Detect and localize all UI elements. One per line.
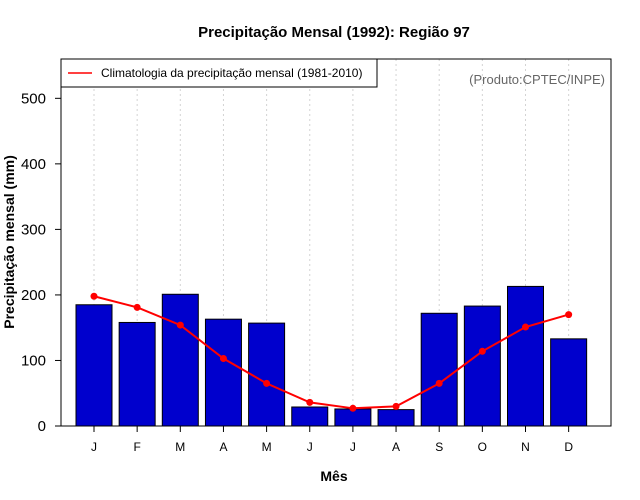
y-tick-label: 400 bbox=[21, 156, 46, 173]
x-tick-label: D bbox=[564, 440, 573, 454]
bar-11 bbox=[507, 285, 544, 427]
climatology-point-6 bbox=[306, 398, 314, 406]
climatology-point-9 bbox=[435, 379, 443, 387]
climatology-point-2 bbox=[133, 303, 141, 311]
y-tick-label: 500 bbox=[21, 90, 46, 107]
y-tick-label: 300 bbox=[21, 221, 46, 238]
climatology-point-8 bbox=[392, 402, 400, 410]
bar-12 bbox=[550, 338, 588, 427]
y-tick-label: 0 bbox=[38, 418, 46, 435]
legend-box bbox=[60, 58, 378, 88]
x-tick-label: M bbox=[175, 440, 185, 454]
climatology-point-12 bbox=[565, 311, 573, 319]
x-axis-label: Mês bbox=[320, 468, 347, 484]
bar-4 bbox=[204, 318, 242, 427]
x-tick-label: N bbox=[521, 440, 530, 454]
x-tick-label: J bbox=[350, 440, 356, 454]
climatology-point-11 bbox=[522, 323, 529, 331]
x-tick-label: S bbox=[435, 440, 443, 454]
y-tick-label: 100 bbox=[21, 352, 46, 369]
chart-title: Precipitação Mensal (1992): Região 97 bbox=[198, 24, 470, 41]
climatology-line bbox=[93, 295, 569, 410]
climatology-point-5 bbox=[263, 379, 271, 387]
x-tick-label: A bbox=[392, 440, 400, 454]
climatology-point-3 bbox=[176, 321, 184, 329]
bar-5 bbox=[248, 322, 286, 427]
x-tick-label: J bbox=[91, 440, 97, 454]
legend: Climatologia da precipitação mensal (198… bbox=[60, 58, 378, 88]
bar-series bbox=[75, 285, 588, 427]
bar-8 bbox=[377, 409, 415, 427]
x-tick-label: F bbox=[133, 440, 140, 454]
y-axis: 0 100 200 300 400 500 bbox=[21, 90, 62, 435]
x-tick-label: O bbox=[478, 440, 487, 454]
bar-9 bbox=[420, 312, 458, 427]
x-tick-label: J bbox=[307, 440, 313, 454]
climatology-point-10 bbox=[478, 347, 486, 355]
x-tick-label: A bbox=[219, 440, 227, 454]
legend-entry-climatology: Climatologia da precipitação mensal (198… bbox=[101, 66, 362, 80]
credit-text: (Produto:CPTEC/INPE) bbox=[469, 72, 605, 87]
bar-3 bbox=[161, 293, 199, 427]
bar-2 bbox=[118, 321, 156, 427]
y-axis-label: Precipitação mensal (mm) bbox=[1, 155, 17, 329]
climatology-point-7 bbox=[349, 404, 357, 412]
bar-1 bbox=[75, 304, 113, 427]
y-tick-label: 200 bbox=[21, 287, 46, 304]
climatology-point-1 bbox=[90, 292, 98, 300]
bar-6 bbox=[291, 406, 329, 427]
climatology-point-4 bbox=[219, 354, 227, 362]
bar-10 bbox=[463, 305, 501, 427]
x-tick-label: M bbox=[262, 440, 272, 454]
climatology-series bbox=[90, 292, 573, 412]
